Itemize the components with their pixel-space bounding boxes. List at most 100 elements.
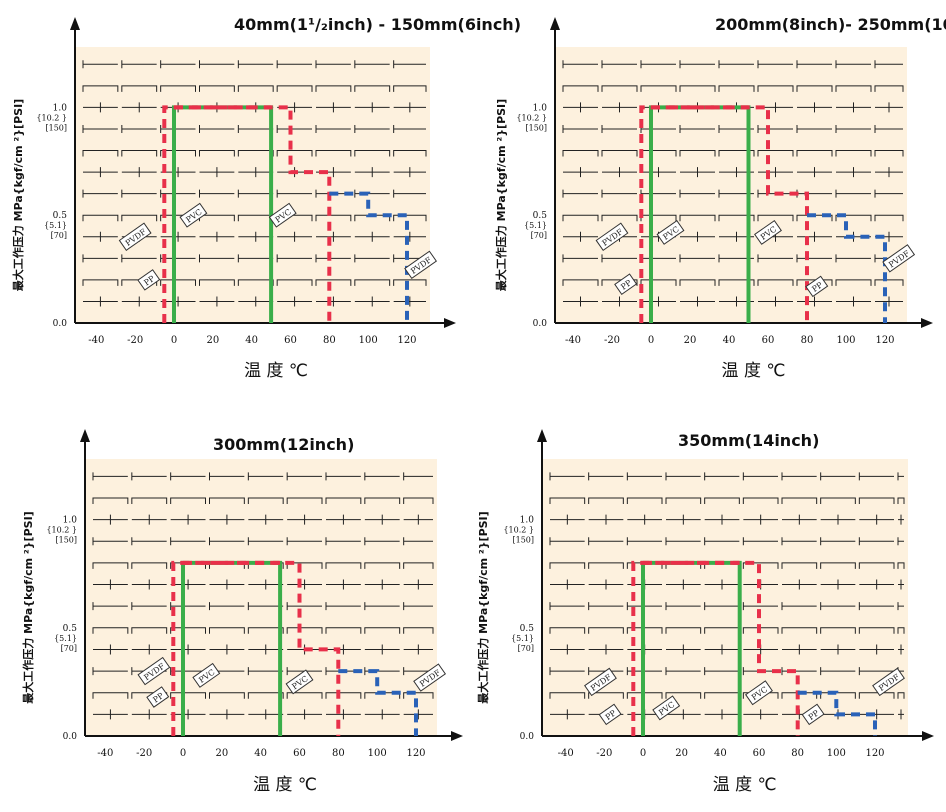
y-axis-arrow-icon [80,429,90,442]
label-box [652,695,681,721]
y-tick-label: [150] [512,536,534,545]
y-tick-label: [150] [55,536,77,545]
label-box [118,222,152,251]
x-tick-label: 120 [397,335,416,346]
x-tick-label: 120 [406,748,425,759]
label-box [285,669,314,695]
y-tick-label: 1.0 [53,103,68,113]
x-tick-label: 120 [865,748,884,759]
x-tick-label: 80 [791,748,804,759]
y-tick-label: [70] [531,231,547,240]
x-tick-label: 0 [180,748,186,759]
x-tick-label: 60 [762,335,775,346]
label-box [801,703,825,726]
x-tick-label: 60 [753,748,766,759]
y-tick-label: [70] [51,231,67,240]
x-tick-label: -40 [88,335,104,346]
series-pp-line [171,560,341,736]
label-box [192,662,221,688]
y-tick-label: {10.2 } [36,113,67,122]
x-tick-label: 20 [206,335,219,346]
y-axis-arrow-icon [70,17,80,30]
x-tick-label: -20 [604,335,620,346]
y-tick-label: {5.1} [54,634,77,643]
x-tick-label: -20 [136,748,152,759]
label-box [745,680,773,706]
x-axis-label: 温 度 ℃ [253,775,317,795]
plot-background [542,459,908,736]
x-tick-label: 80 [801,335,814,346]
y-axis-arrow-icon [550,17,560,30]
y-tick-label: 0.0 [533,319,548,329]
y-axis-label: 最大工作压力 MPa{kgf/cm ²}[PSI] [21,511,35,703]
y-axis-arrow-icon [537,429,547,442]
plot-background [555,47,907,323]
label-box [882,244,916,273]
series-pvdf-line [329,191,409,323]
material-label-pp: PP [801,703,825,726]
x-tick-label: 100 [359,335,378,346]
chart-panel-3: 300mm(12inch) -40 -20 0 20 40 60 80 100 120 1.0{10… [21,429,463,795]
x-axis-arrow-icon [922,731,934,741]
y-tick-label: [70] [518,644,534,653]
x-axis-arrow-icon [451,731,463,741]
y-tick-label: {5.1} [524,221,547,230]
x-tick-label: -40 [558,748,574,759]
material-label-pp: PP [805,275,829,298]
y-tick-label: 0.5 [533,211,548,221]
label-box [656,219,685,245]
x-tick-label: 40 [254,748,267,759]
x-tick-label: 120 [875,335,894,346]
y-tick-label: 1.0 [520,516,535,526]
plot-background [85,459,437,736]
x-tick-label: -40 [97,748,113,759]
label-box [614,273,638,295]
x-axis-label: 温 度 ℃ [722,361,786,381]
x-tick-label: 100 [827,748,846,759]
x-tick-label: 40 [245,335,258,346]
series-pvdf-line [797,690,877,736]
x-tick-label: -20 [127,335,143,346]
grid-pattern [92,472,434,720]
x-tick-label: 0 [171,335,177,346]
label-box [179,202,208,228]
x-tick-label: 40 [714,748,727,759]
y-tick-label: [150] [525,123,547,132]
chart-title: 300mm(12inch) [213,435,354,454]
chart-title: 200mm(8inch)- 250mm(10inch) [715,15,946,34]
chart-panel-2: 200mm(8inch)- 250mm(10inch) -40 -20 0 20 40 60… [494,15,946,381]
y-tick-label: 0.0 [520,732,535,742]
chart-title: 350mm(14inch) [678,431,819,450]
x-axis-label: 温 度 ℃ [244,361,308,381]
y-axis-label: 最大工作压力 MPa{kgf/cm ²}[PSI] [476,511,490,703]
x-tick-label: -40 [565,335,581,346]
y-tick-label: 0.0 [63,732,78,742]
label-box [404,250,438,279]
label-box [754,219,782,245]
x-tick-label: 20 [675,748,688,759]
x-tick-label: 0 [648,335,654,346]
y-tick-label: [70] [61,644,77,653]
y-tick-label: 0.5 [53,211,68,221]
label-box [413,663,447,692]
y-tick-label: 0.0 [53,319,68,329]
label-box [595,222,629,251]
x-tick-label: 40 [723,335,736,346]
label-box [137,269,161,291]
x-tick-label: 100 [368,748,387,759]
y-tick-label: [150] [45,123,67,132]
grid-lines [92,472,434,720]
material-label-pp: PP [137,269,161,291]
x-tick-label: 100 [836,335,855,346]
x-tick-label: 60 [284,335,297,346]
x-axis-arrow-icon [921,318,933,328]
chart-panel-4: 350mm(14inch) -40 -20 0 20 40 60 80 100 120 1.0{10… [476,429,934,795]
y-tick-label: {5.1} [44,221,67,230]
x-axis-label: 温 度 ℃ [713,775,777,795]
chart-panel-1: 40mm(1¹/₂inch) - 150mm(6inch) -40 -20 0 20 40… [11,15,521,381]
y-tick-label: {10.2 } [503,526,534,535]
label-box [872,667,905,697]
label-box [268,202,297,228]
